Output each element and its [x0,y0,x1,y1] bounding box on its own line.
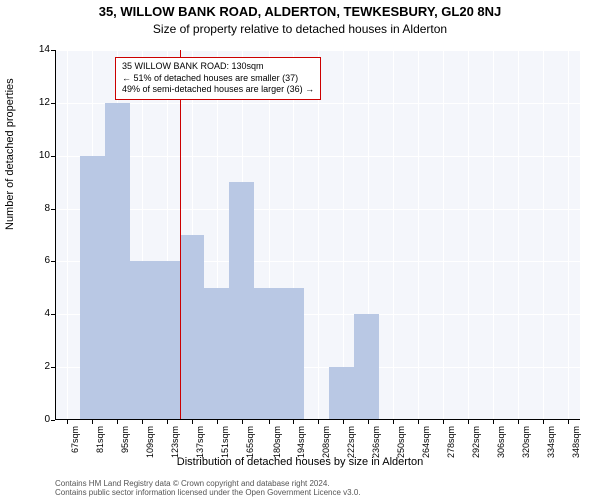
x-tick-mark [117,420,118,424]
axis-left [55,50,56,420]
grid-line-v [393,50,394,420]
x-tick-mark [242,420,243,424]
x-tick-mark [269,420,270,424]
y-tick-mark [51,314,55,315]
y-tick-label: 2 [30,361,50,372]
footer: Contains HM Land Registry data © Crown c… [55,479,361,498]
y-tick-mark [51,209,55,210]
histogram-bar [254,288,279,420]
histogram-bar [204,288,229,420]
x-tick-label: 180sqm [272,426,282,471]
x-tick-mark [493,420,494,424]
x-tick-label: 236sqm [371,426,381,471]
x-tick-mark [518,420,519,424]
x-tick-mark [318,420,319,424]
grid-line-v [568,50,569,420]
x-tick-mark [568,420,569,424]
histogram-bar [279,288,304,420]
x-tick-mark [468,420,469,424]
x-tick-label: 67sqm [70,426,80,471]
x-tick-label: 137sqm [195,426,205,471]
grid-line-v [493,50,494,420]
y-tick-mark [51,103,55,104]
y-tick-mark [51,367,55,368]
grid-line-v [468,50,469,420]
x-tick-mark [343,420,344,424]
x-tick-label: 208sqm [321,426,331,471]
x-tick-label: 95sqm [120,426,130,471]
grid-line-v [343,50,344,420]
x-tick-mark [443,420,444,424]
annotation-line2: ← 51% of detached houses are smaller (37… [122,73,314,85]
x-tick-mark [368,420,369,424]
y-tick-mark [51,156,55,157]
footer-line2: Contains public sector information licen… [55,488,361,498]
x-tick-mark [92,420,93,424]
x-tick-label: 306sqm [496,426,506,471]
x-tick-mark [192,420,193,424]
x-tick-mark [543,420,544,424]
x-tick-label: 109sqm [145,426,155,471]
annotation-line1: 35 WILLOW BANK ROAD: 130sqm [122,61,314,73]
x-tick-mark [217,420,218,424]
grid-line-v [543,50,544,420]
x-tick-label: 165sqm [245,426,255,471]
x-tick-label: 151sqm [220,426,230,471]
x-tick-mark [142,420,143,424]
x-tick-mark [293,420,294,424]
y-axis-label: Number of detached properties [4,78,16,230]
histogram-bar [229,182,254,420]
x-tick-mark [67,420,68,424]
histogram-bar [180,235,205,420]
y-tick-mark [51,420,55,421]
x-tick-label: 81sqm [95,426,105,471]
histogram-bar [155,261,180,420]
grid-line-v [318,50,319,420]
y-tick-label: 6 [30,255,50,266]
x-tick-label: 250sqm [396,426,406,471]
plot-area [55,50,580,420]
x-tick-label: 264sqm [421,426,431,471]
x-tick-label: 123sqm [170,426,180,471]
title-main: 35, WILLOW BANK ROAD, ALDERTON, TEWKESBU… [0,4,600,19]
y-tick-mark [51,50,55,51]
grid-line-v [443,50,444,420]
grid-line-v [518,50,519,420]
y-tick-label: 10 [30,150,50,161]
x-tick-label: 292sqm [471,426,481,471]
grid-line-v [67,50,68,420]
x-tick-mark [393,420,394,424]
x-tick-label: 334sqm [546,426,556,471]
x-tick-mark [418,420,419,424]
histogram-bar [105,103,130,420]
y-tick-label: 0 [30,414,50,425]
y-tick-label: 4 [30,308,50,319]
chart-area [55,50,580,420]
x-tick-label: 194sqm [296,426,306,471]
histogram-bar [130,261,155,420]
x-tick-label: 278sqm [446,426,456,471]
y-tick-mark [51,261,55,262]
footer-line1: Contains HM Land Registry data © Crown c… [55,479,361,489]
grid-line-v [418,50,419,420]
x-tick-mark [167,420,168,424]
annotation-box: 35 WILLOW BANK ROAD: 130sqm ← 51% of det… [115,57,321,100]
histogram-bar [354,314,379,420]
y-tick-label: 12 [30,97,50,108]
title-sub: Size of property relative to detached ho… [0,22,600,36]
marker-line [180,50,181,420]
x-tick-label: 320sqm [521,426,531,471]
annotation-line3: 49% of semi-detached houses are larger (… [122,84,314,96]
histogram-bar [80,156,105,420]
y-tick-label: 14 [30,44,50,55]
histogram-bar [329,367,354,420]
x-tick-label: 222sqm [346,426,356,471]
x-tick-label: 348sqm [571,426,581,471]
y-tick-label: 8 [30,203,50,214]
